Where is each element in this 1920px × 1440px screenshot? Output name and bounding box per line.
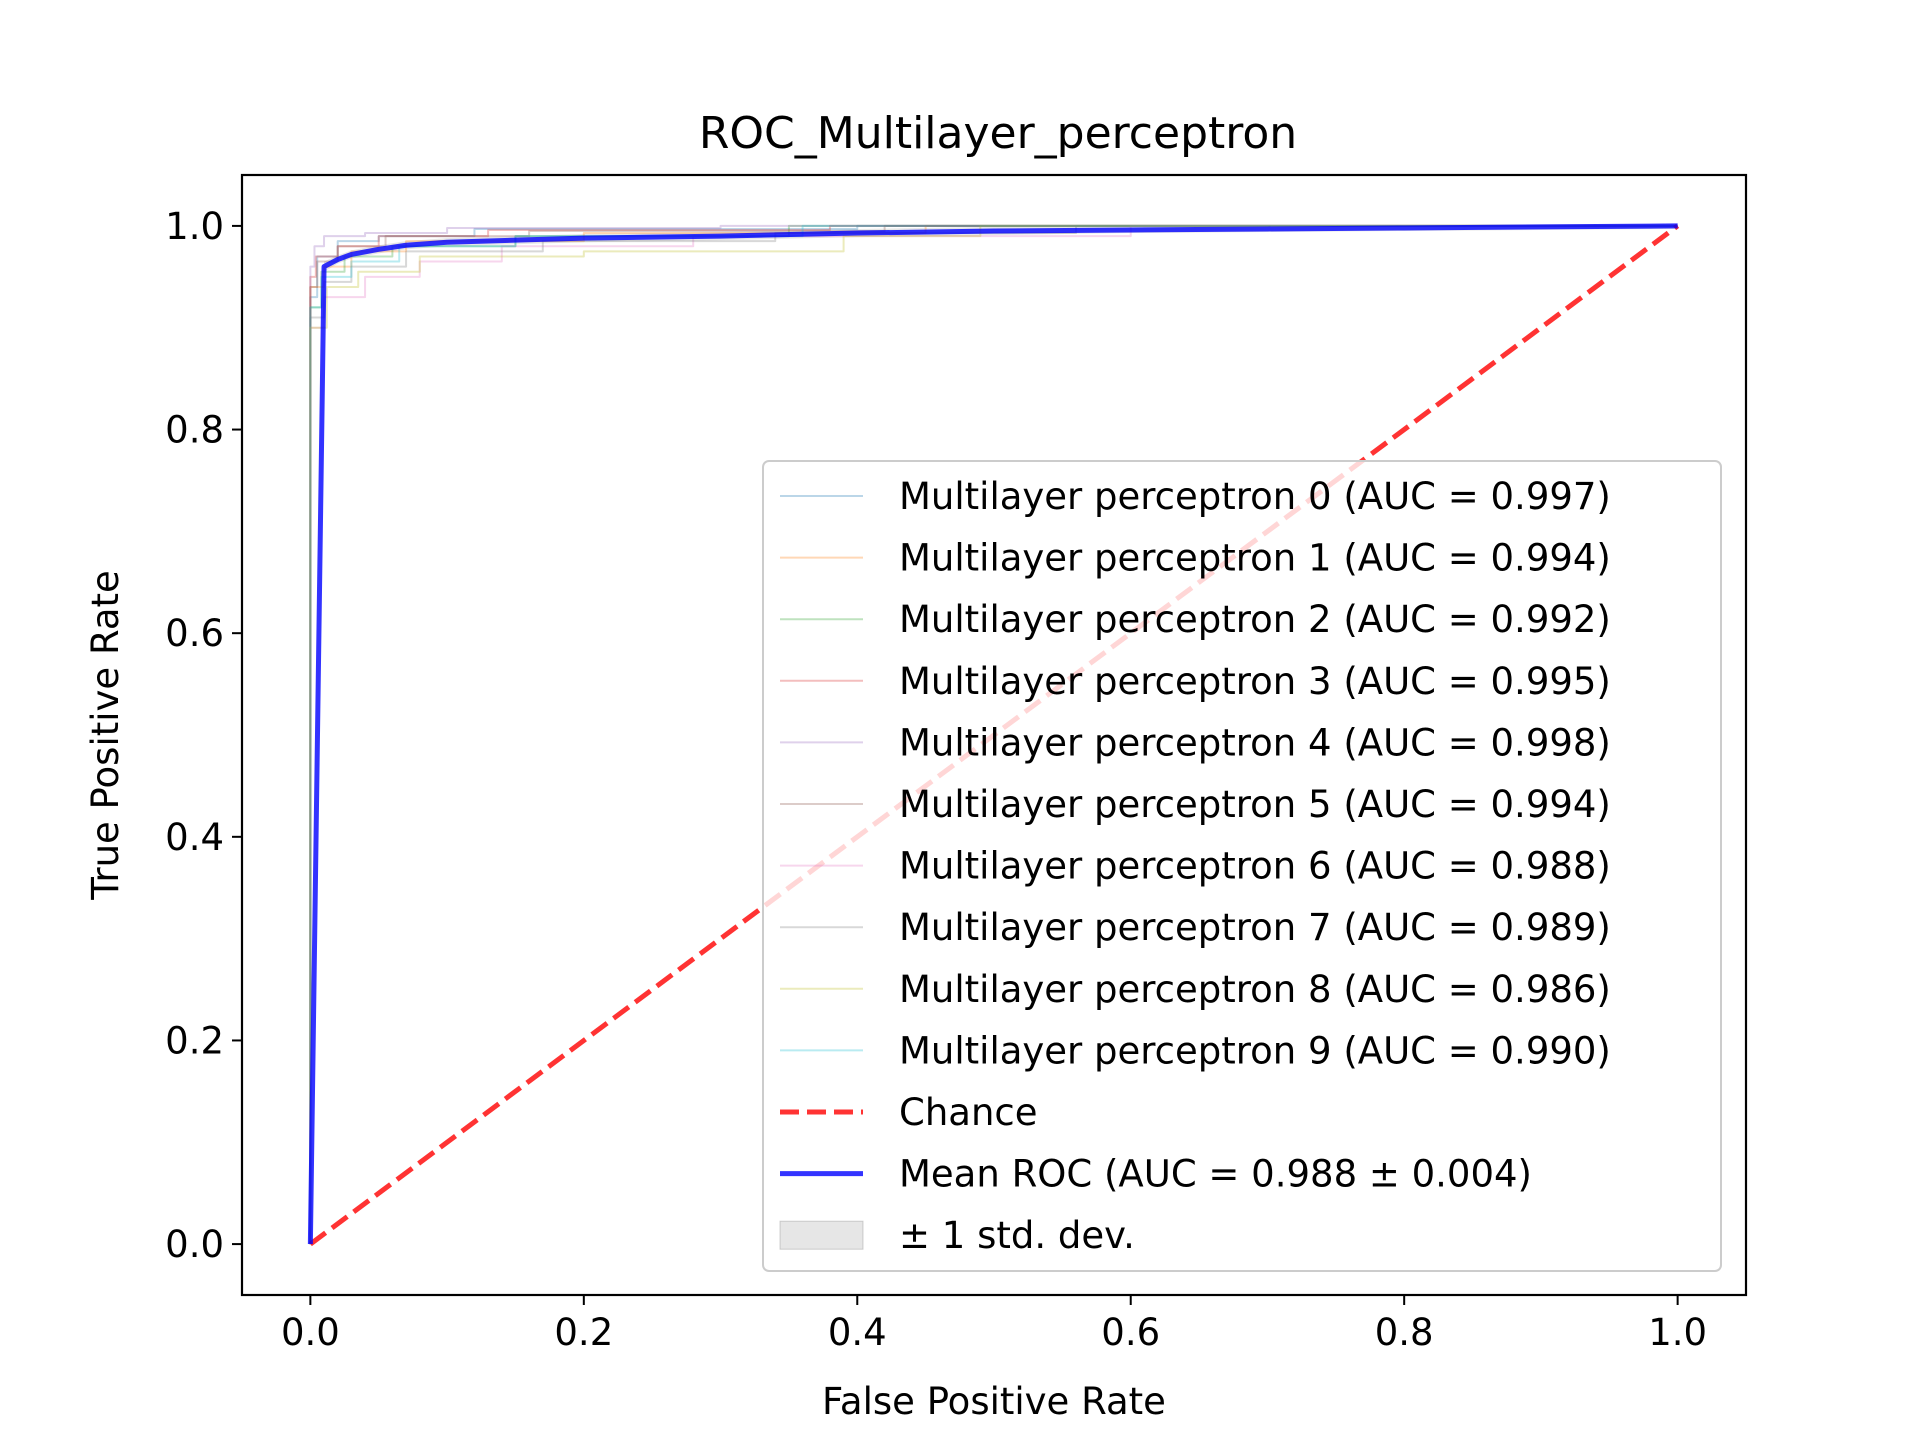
legend-label: Multilayer perceptron 8 (AUC = 0.986) xyxy=(899,968,1611,1011)
y-tick-label: 0.0 xyxy=(165,1223,224,1266)
legend-label: Multilayer perceptron 4 (AUC = 0.998) xyxy=(899,721,1611,764)
series-line-multilayer-perceptron-8 xyxy=(309,224,1678,1245)
legend-label: Multilayer perceptron 5 (AUC = 0.994) xyxy=(899,783,1611,826)
series-line-multilayer-perceptron-4 xyxy=(309,224,1678,1245)
legend-swatch xyxy=(779,1220,864,1250)
x-tick-label: 0.8 xyxy=(1375,1311,1434,1354)
legend-label: Multilayer perceptron 2 (AUC = 0.992) xyxy=(899,598,1611,641)
legend-label: ± 1 std. dev. xyxy=(899,1214,1135,1257)
legend: Multilayer perceptron 0 (AUC = 0.997) Mul… xyxy=(762,460,1722,1272)
x-tick-label: 0.2 xyxy=(554,1311,613,1354)
legend-label: Multilayer perceptron 7 (AUC = 0.989) xyxy=(899,906,1611,949)
x-tick-label: 0.6 xyxy=(1101,1311,1160,1354)
legend-label: Multilayer perceptron 3 (AUC = 0.995) xyxy=(899,660,1611,703)
chart-title: ROC_Multilayer_perceptron xyxy=(699,108,1297,159)
x-tick-label: 0.0 xyxy=(281,1311,340,1354)
y-axis-title: True Positive Rate xyxy=(84,570,127,901)
legend-label: Mean ROC (AUC = 0.988 ± 0.004) xyxy=(899,1153,1532,1196)
series-line-multilayer-perceptron-0 xyxy=(309,224,1678,1245)
legend-label: Multilayer perceptron 9 (AUC = 0.990) xyxy=(899,1029,1611,1072)
legend-label: Multilayer perceptron 1 (AUC = 0.994) xyxy=(899,537,1611,580)
legend-box xyxy=(762,460,1722,1272)
plot-area xyxy=(307,223,1680,1247)
x-axis: 0.0 0.2 0.4 0.6 0.8 1.0 xyxy=(281,1295,1707,1354)
y-tick-label: 0.4 xyxy=(165,816,224,859)
x-tick-label: 1.0 xyxy=(1648,1311,1707,1354)
legend-label: Multilayer perceptron 0 (AUC = 0.997) xyxy=(899,475,1611,518)
legend-label: Multilayer perceptron 6 (AUC = 0.988) xyxy=(899,845,1611,888)
legend-label: Chance xyxy=(899,1091,1038,1134)
y-tick-label: 0.6 xyxy=(165,612,224,655)
y-tick-label: 1.0 xyxy=(165,205,224,248)
series-line-multilayer-perceptron-3 xyxy=(309,224,1678,1245)
x-axis-title: False Positive Rate xyxy=(822,1380,1166,1423)
y-tick-label: 0.2 xyxy=(165,1019,224,1062)
plot-frame xyxy=(240,173,1748,1297)
series-line-mean-roc xyxy=(307,223,1678,1245)
x-tick-label: 0.4 xyxy=(828,1311,887,1354)
y-tick-label: 0.8 xyxy=(165,409,224,452)
y-axis: 0.0 0.2 0.4 0.6 0.8 1.0 xyxy=(165,205,242,1266)
